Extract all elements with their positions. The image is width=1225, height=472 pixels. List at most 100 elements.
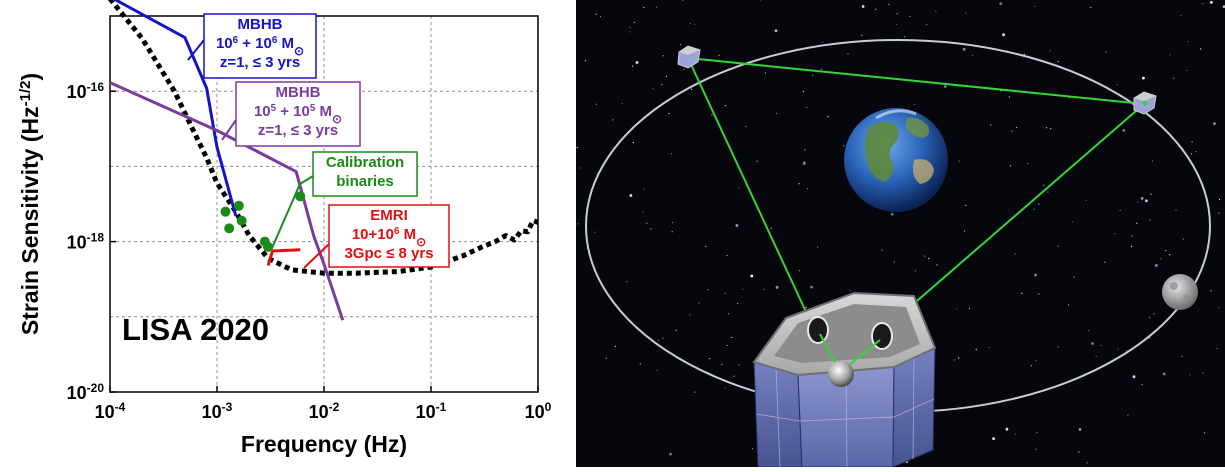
chart-panel: MBHB 106 + 106 M⊙ z=1, ≤ 3 yrs MBHB 105 + 10… xyxy=(0,0,568,467)
star xyxy=(643,6,645,8)
lisa-sensitivity-curve xyxy=(108,0,539,276)
star xyxy=(1078,451,1080,453)
star xyxy=(707,289,709,291)
star xyxy=(612,119,614,121)
star xyxy=(775,286,779,289)
star xyxy=(1005,427,1009,431)
annotation-text: 105 + 105 M⊙ xyxy=(254,103,342,127)
star xyxy=(656,6,658,8)
star xyxy=(1190,153,1193,155)
star xyxy=(1021,292,1023,294)
annotation-text-part: ⊙ xyxy=(416,235,426,249)
star xyxy=(965,204,967,206)
star xyxy=(805,306,807,308)
star xyxy=(1023,53,1025,56)
annotation-text-part: 6 xyxy=(233,35,239,46)
star xyxy=(642,211,644,213)
star xyxy=(1034,273,1037,277)
y-axis-label: Strain Sensitivity (Hz-1/2) xyxy=(17,73,44,335)
star xyxy=(913,103,915,105)
star xyxy=(711,114,713,116)
star xyxy=(1141,384,1143,386)
space-scene xyxy=(576,0,1225,468)
star xyxy=(689,314,691,316)
star xyxy=(1071,221,1073,223)
star xyxy=(1202,3,1204,5)
star xyxy=(1160,258,1162,260)
star xyxy=(1035,448,1037,450)
star xyxy=(764,72,766,74)
star xyxy=(1149,219,1151,221)
star xyxy=(1145,199,1148,203)
star xyxy=(1216,347,1218,350)
star xyxy=(724,387,726,389)
star xyxy=(595,103,597,105)
spacecraft-icon xyxy=(1133,91,1157,115)
star xyxy=(1218,307,1220,309)
annotation-leader xyxy=(303,243,330,269)
star xyxy=(724,292,726,294)
star xyxy=(1014,433,1016,435)
star xyxy=(1222,5,1225,8)
moon-icon xyxy=(1162,274,1198,310)
star xyxy=(1169,254,1171,256)
star xyxy=(849,290,851,292)
star xyxy=(733,375,735,377)
star xyxy=(1057,346,1059,348)
star xyxy=(988,347,990,349)
star xyxy=(1182,238,1184,240)
annotation-text-part: M xyxy=(277,35,294,52)
star xyxy=(675,329,677,331)
star xyxy=(1057,245,1059,247)
star xyxy=(928,257,930,260)
star xyxy=(1100,344,1102,346)
star xyxy=(631,65,634,67)
star xyxy=(750,274,754,278)
star xyxy=(843,145,845,147)
star xyxy=(1038,203,1040,205)
spacecraft-icon xyxy=(677,45,701,69)
star xyxy=(643,188,645,190)
star xyxy=(1008,96,1010,98)
y-tick-label: 10-20 xyxy=(67,381,105,403)
star xyxy=(1202,372,1204,374)
star xyxy=(1169,54,1171,56)
star xyxy=(650,228,652,230)
annotation-leader xyxy=(271,175,314,249)
x-tick-label: 10-3 xyxy=(202,400,233,422)
star xyxy=(1126,350,1128,352)
star xyxy=(1200,48,1202,50)
star xyxy=(737,302,739,305)
annotation-text-part: ⊙ xyxy=(332,112,342,126)
star xyxy=(633,21,636,23)
annotation-text-part: ⊙ xyxy=(294,44,304,58)
star xyxy=(896,13,898,15)
star xyxy=(1036,431,1038,434)
annotation-text-part: z=1, ≤ 3 yrs xyxy=(220,54,300,71)
annotation-text: EMRI xyxy=(370,207,408,224)
star xyxy=(774,29,778,33)
star xyxy=(639,363,641,365)
annotation-emri: EMRI 10+106 M⊙3Gpc ≤ 8 yrs xyxy=(303,204,450,269)
star xyxy=(909,15,911,17)
star xyxy=(936,264,938,266)
star xyxy=(1140,197,1144,200)
star xyxy=(971,55,974,57)
annotation-text: MBHB xyxy=(238,16,283,33)
star xyxy=(968,307,971,309)
star xyxy=(1047,191,1049,193)
star xyxy=(962,47,966,51)
star xyxy=(1057,61,1059,63)
star xyxy=(803,161,805,163)
star xyxy=(926,24,928,26)
star xyxy=(614,345,616,347)
star xyxy=(914,270,916,272)
star xyxy=(1154,264,1158,267)
star xyxy=(806,188,808,190)
star xyxy=(738,187,740,189)
annotation-text-part: 10+10 xyxy=(352,226,394,243)
star xyxy=(1165,250,1167,252)
annotation-box xyxy=(328,204,450,268)
star xyxy=(756,160,758,162)
